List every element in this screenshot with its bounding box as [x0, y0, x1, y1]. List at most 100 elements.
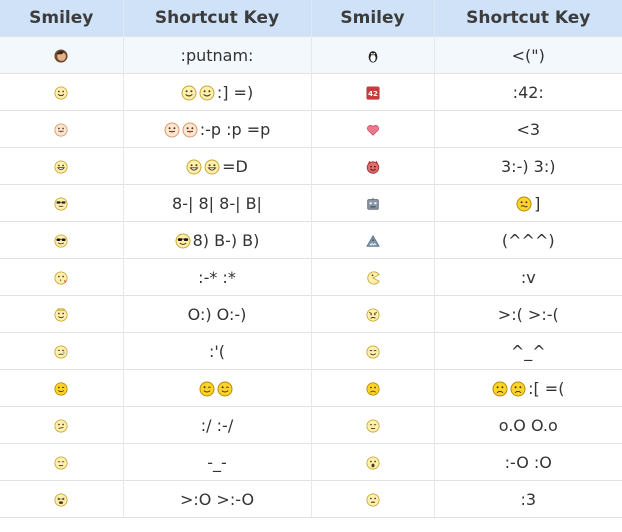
table-row: :putnam: <(") — [0, 36, 622, 74]
shortcut-key-text: :3 — [520, 489, 537, 509]
shortcut-key-cell: 3:-) 3:) — [433, 147, 622, 185]
shortcut-key-text: -_- — [207, 452, 227, 472]
table-row: :/ :-/ o.O O.o — [0, 406, 622, 444]
unsure-icon — [54, 419, 68, 433]
table-row: 8) B-) B) (^^^) — [0, 221, 622, 259]
table-row: -_- :-O :O — [0, 443, 622, 481]
shortcut-key-text: o.O O.o — [498, 415, 558, 435]
robot-icon — [366, 197, 380, 211]
smiley-cell — [0, 480, 123, 518]
table-row: :-p :p =p <3 — [0, 110, 622, 148]
shortcut-key-cell: :-p :p =p — [122, 110, 311, 148]
colonthree-icon — [365, 493, 380, 507]
table-row: O:) O:-) >:( >:-( — [0, 295, 622, 333]
shortcut-key-text: :-O :O — [504, 452, 552, 472]
glasses-icon — [54, 197, 68, 211]
shortcut-key-cell: >:( >:-( — [433, 295, 622, 333]
tongue-icon — [182, 122, 198, 138]
smile-icon — [181, 85, 197, 101]
header-smiley-1: Smiley — [0, 0, 123, 37]
smiley-cell — [0, 184, 123, 222]
shortcut-key-cell: ] — [433, 184, 622, 222]
sunglasses-icon — [54, 234, 68, 248]
cry-icon — [54, 345, 68, 359]
shortcut-key-text: :'( — [208, 341, 226, 361]
squint-icon — [365, 419, 380, 433]
smiley-cell — [310, 332, 434, 370]
kiss-icon — [54, 271, 68, 285]
wink-icon — [199, 381, 215, 397]
grin-icon — [186, 159, 202, 175]
header-row: Smiley Shortcut Key Smiley Shortcut Key — [0, 0, 622, 37]
grin-icon — [54, 160, 68, 174]
shortcut-key-text: >:( >:-( — [497, 304, 559, 324]
shortcut-key-cell: :putnam: — [122, 36, 311, 74]
shortcut-key-cell: :'( — [122, 332, 311, 370]
smiley-cell — [310, 295, 434, 333]
shortcut-key-cell: -_- — [122, 443, 311, 481]
shortcut-key-text: :42: — [512, 82, 544, 102]
smiley-cell — [0, 36, 123, 74]
table-row: 8-| 8| 8-| B|] — [0, 184, 622, 222]
shortcut-key-text: O:) O:-) — [187, 304, 247, 324]
shortcut-key-cell: O:) O:-) — [122, 295, 311, 333]
penguin-icon — [366, 49, 380, 63]
smiley-cell — [310, 147, 434, 185]
shortcut-key-cell: :-O :O — [433, 443, 622, 481]
smiley-cell — [0, 221, 123, 259]
frown-icon — [510, 381, 526, 397]
smiley-cell — [310, 110, 434, 148]
shortcut-key-cell: :v — [433, 258, 622, 296]
smiley-cell — [0, 110, 123, 148]
header-smiley-2: Smiley — [310, 0, 434, 37]
heart-icon — [366, 123, 380, 137]
shortcut-key-text: >:O >:-O — [179, 489, 255, 509]
sunglasses-icon — [175, 233, 191, 249]
shortcut-key-text: (^^^) — [501, 230, 555, 250]
smiley-cell — [310, 36, 434, 74]
shortcut-key-text: ^_^ — [510, 341, 546, 361]
smile-icon — [199, 85, 215, 101]
smiley-cell — [310, 184, 434, 222]
shortcut-key-cell: :42: — [433, 73, 622, 111]
shortcut-key-cell: :3 — [433, 480, 622, 518]
pacman-icon — [366, 271, 380, 285]
shortcut-key-cell: =D — [122, 147, 311, 185]
shortcut-key-cell: 8) B-) B) — [122, 221, 311, 259]
smiley-cell — [310, 443, 434, 481]
shortcut-key-text: 8) B-) B) — [192, 230, 260, 250]
shortcut-key-text: :-p :p =p — [199, 119, 271, 139]
grin-icon — [204, 159, 220, 175]
table-row: :-* :* :v — [0, 258, 622, 296]
table-row: =D 3:-) 3:) — [0, 147, 622, 185]
wink-icon — [217, 381, 233, 397]
shortcut-key-text: :] =) — [216, 82, 254, 102]
shortcut-key-text: 3:-) 3:) — [501, 156, 556, 176]
upset-icon — [54, 493, 68, 507]
smiley-cell — [0, 73, 123, 111]
smiley-cell: 42 — [310, 73, 434, 111]
smiley-cell — [0, 332, 123, 370]
shortcut-key-cell: ^_^ — [433, 332, 622, 370]
frown-icon — [492, 381, 508, 397]
smiley-cell — [310, 406, 434, 444]
smiley-cell — [0, 295, 123, 333]
wink-icon — [54, 382, 68, 396]
shortcut-key-cell — [122, 369, 311, 407]
shortcut-key-text: :/ :-/ — [200, 415, 234, 435]
shortcut-key-cell: :[ =( — [433, 369, 622, 407]
smiley-cell — [0, 147, 123, 185]
42-icon: 42 — [365, 86, 380, 100]
shortcut-key-text: 8-| 8| 8-| B| — [172, 193, 262, 213]
gasp-icon — [365, 456, 380, 470]
header-shortcut-key-2: Shortcut Key — [433, 0, 622, 37]
shortcut-key-text: :v — [520, 267, 536, 287]
smiley-cell — [310, 369, 434, 407]
shortcut-key-text: :putnam: — [180, 45, 254, 65]
shortcut-key-cell: <3 — [433, 110, 622, 148]
smiley-cell — [310, 221, 434, 259]
smiley-cell — [0, 406, 123, 444]
shortcut-key-text: :[ =( — [528, 378, 565, 398]
header-shortcut-key-1: Shortcut Key — [122, 0, 311, 37]
shortcut-key-text: :-* :* — [198, 267, 236, 287]
